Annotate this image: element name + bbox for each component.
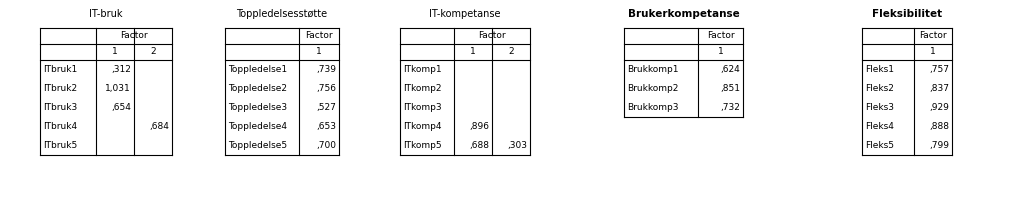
Text: 1: 1 xyxy=(470,48,476,56)
Text: ,929: ,929 xyxy=(929,103,949,112)
Text: ,799: ,799 xyxy=(929,141,949,150)
Text: Fleks5: Fleks5 xyxy=(865,141,894,150)
Text: ,739: ,739 xyxy=(316,65,336,74)
Text: ITbruk2: ITbruk2 xyxy=(43,84,77,93)
Text: ITkomp4: ITkomp4 xyxy=(403,122,442,131)
Text: ,732: ,732 xyxy=(721,103,740,112)
Text: 2: 2 xyxy=(508,48,514,56)
Text: ITbruk3: ITbruk3 xyxy=(43,103,78,112)
Text: ITkomp3: ITkomp3 xyxy=(403,103,442,112)
Text: Brukkomp1: Brukkomp1 xyxy=(628,65,679,74)
Text: ,624: ,624 xyxy=(721,65,740,74)
Text: Fleks1: Fleks1 xyxy=(865,65,894,74)
Text: ,851: ,851 xyxy=(721,84,740,93)
Text: Toppledelsesstøtte: Toppledelsesstøtte xyxy=(236,9,328,19)
Text: Toppledelse5: Toppledelse5 xyxy=(228,141,287,150)
Text: ,837: ,837 xyxy=(929,84,949,93)
Text: Factor: Factor xyxy=(706,31,735,41)
Text: ITkomp1: ITkomp1 xyxy=(403,65,442,74)
Text: IT-bruk: IT-bruk xyxy=(89,9,123,19)
Text: 1: 1 xyxy=(112,48,118,56)
Text: ,756: ,756 xyxy=(316,84,336,93)
Text: ITbruk5: ITbruk5 xyxy=(43,141,78,150)
Text: Toppledelse1: Toppledelse1 xyxy=(228,65,287,74)
Text: 1,031: 1,031 xyxy=(105,84,131,93)
Text: Fleks3: Fleks3 xyxy=(865,103,894,112)
Text: ,896: ,896 xyxy=(469,122,489,131)
Text: ,757: ,757 xyxy=(929,65,949,74)
Text: ,654: ,654 xyxy=(111,103,131,112)
Text: Brukkomp2: Brukkomp2 xyxy=(628,84,679,93)
Text: Brukerkompetanse: Brukerkompetanse xyxy=(628,9,739,19)
Text: ,888: ,888 xyxy=(929,122,949,131)
Text: Factor: Factor xyxy=(478,31,506,41)
Text: ,700: ,700 xyxy=(316,141,336,150)
Text: ITbruk1: ITbruk1 xyxy=(43,65,78,74)
Text: ,303: ,303 xyxy=(507,141,527,150)
Text: 1: 1 xyxy=(717,48,724,56)
Text: Factor: Factor xyxy=(919,31,946,41)
Text: 1: 1 xyxy=(930,48,936,56)
Text: ,527: ,527 xyxy=(316,103,336,112)
Text: Toppledelse2: Toppledelse2 xyxy=(228,84,287,93)
Text: Fleks4: Fleks4 xyxy=(865,122,894,131)
Text: ,653: ,653 xyxy=(316,122,336,131)
Text: ITkomp5: ITkomp5 xyxy=(403,141,442,150)
Text: Fleksibilitet: Fleksibilitet xyxy=(872,9,942,19)
Text: ,688: ,688 xyxy=(469,141,489,150)
Text: 1: 1 xyxy=(316,48,322,56)
Text: Toppledelse3: Toppledelse3 xyxy=(228,103,287,112)
Text: Toppledelse4: Toppledelse4 xyxy=(228,122,287,131)
Text: IT-kompetanse: IT-kompetanse xyxy=(429,9,501,19)
Text: ITbruk4: ITbruk4 xyxy=(43,122,77,131)
Text: ,312: ,312 xyxy=(111,65,131,74)
Text: Factor: Factor xyxy=(121,31,148,41)
Text: Brukkomp3: Brukkomp3 xyxy=(628,103,679,112)
Text: Fleks2: Fleks2 xyxy=(865,84,894,93)
Text: Factor: Factor xyxy=(306,31,333,41)
Text: 2: 2 xyxy=(150,48,155,56)
Text: ,684: ,684 xyxy=(149,122,169,131)
Text: ITkomp2: ITkomp2 xyxy=(403,84,442,93)
